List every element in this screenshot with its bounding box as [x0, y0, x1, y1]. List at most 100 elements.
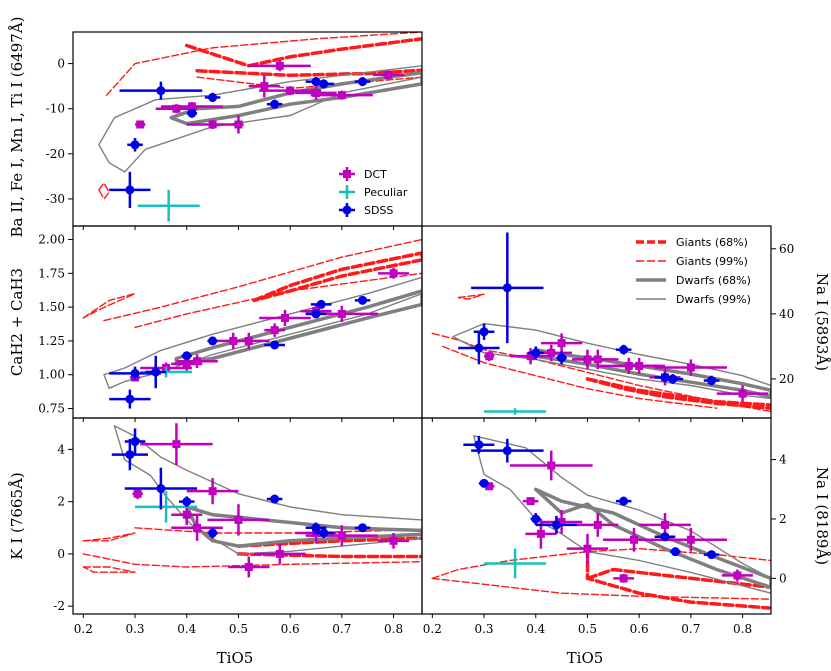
legend-label-giants-99: Giants (99%)	[676, 255, 748, 268]
data-point-sdss-ki-8	[354, 523, 371, 533]
contours-legend: Giants (68%) Giants (99%) Dwarfs (68%) D…	[636, 236, 751, 306]
data-point-sdss-ki-4	[207, 527, 218, 539]
data-point-sdss-ba_ti-7	[313, 79, 335, 89]
data-point-sdss-cah-4	[207, 336, 218, 346]
x-tick-label-ki-2: 0.4	[177, 622, 196, 636]
data-point-peculiar-na5893-0	[484, 408, 547, 415]
x-tick-label-na8189-4: 0.6	[630, 622, 649, 636]
x-tick-label-na8189-2: 0.4	[526, 622, 545, 636]
data-point-sdss-ba_ti-8	[354, 77, 371, 87]
y-tick-label-cah-4: 1.75	[38, 266, 65, 280]
axes-frame-na8189	[421, 417, 772, 615]
giants-contour-68-g68b	[585, 567, 771, 590]
data-point-dct-ki-0	[132, 488, 143, 500]
legend-item-sdss: SDSS	[339, 203, 393, 217]
y-axis-label-cah: CaH2 + CaH3	[8, 268, 26, 376]
data-point-sdss-na5893-8	[703, 375, 720, 386]
data-point-sdss-na5893-1	[473, 323, 495, 340]
data-point-dct-ba_ti-4	[233, 115, 244, 134]
panel-na5893: 20 40 60	[421, 225, 794, 422]
legend-item-giants-68: Giants (68%)	[636, 236, 748, 249]
y-tick-label-ki-0: -2	[53, 599, 65, 613]
data-point-dct-na8189-3	[509, 450, 593, 481]
panel-ki: -2 0 2 4 0.2 0.3 0.4 0.5 0.6 0.7 0.8	[53, 417, 423, 636]
x-tick-label-na8189-3: 0.5	[578, 622, 597, 636]
data-point-dct-na8189-5	[566, 533, 609, 564]
x-tick-label-ki-1: 0.3	[125, 622, 144, 636]
giants-contour-99-g99c	[134, 272, 422, 329]
data-point-dct-ki-4	[186, 478, 239, 505]
dwarfs-contour-68-d68	[533, 487, 771, 590]
data-point-dct-ki-9	[305, 525, 379, 547]
giants-contour-99-g99c	[457, 293, 485, 300]
data-point-sdss-na8189-5	[615, 496, 632, 506]
panel-layer: -30-20-1000.751.001.251.501.752.00204060…	[38, 31, 794, 636]
y-tick-label-cah-5: 2.00	[38, 233, 65, 247]
x-tick-label-na8189-6: 0.8	[733, 622, 752, 636]
data-point-sdss-na8189-1	[478, 478, 490, 488]
data-point-dct-na8189-6	[577, 513, 619, 537]
data-point-sdss-cah-7	[310, 299, 332, 309]
giants-contour-99-g99	[82, 292, 136, 319]
giants-contour-99-g99b	[82, 553, 422, 568]
legend-label-giants-68: Giants (68%)	[676, 236, 748, 249]
data-point-dct-ki-5	[207, 504, 270, 536]
plot-area-ki	[82, 423, 422, 578]
y-axis-label-na-8189: Na I (8189Å)	[813, 467, 831, 565]
y-tick-label-na8189-1: 2	[779, 512, 787, 526]
dwarfs-contour-68-d68	[169, 70, 422, 126]
y-tick-label-ba_ti-2: -10	[46, 102, 65, 116]
y-tick-label-ba_ti-3: 0	[57, 57, 65, 71]
x-axis-label-right: TiO5	[567, 649, 604, 667]
y-axis-label-ba-ti: Ba II, Fe I, Mn I, Ti I (6497Å)	[8, 16, 26, 237]
legend-label-peculiar: Peculiar	[364, 186, 408, 199]
legend-label-sdss: SDSS	[364, 204, 393, 217]
data-point-sdss-ki-1	[124, 428, 146, 455]
data-point-dct-na8189-1	[522, 497, 539, 506]
data-point-dct-ba_ti-9	[310, 90, 373, 100]
data-point-sdss-na8189-4	[535, 516, 578, 534]
panel-cah: 0.75 1.00 1.25 1.50 1.75 2.00	[38, 225, 423, 422]
data-point-sdss-ba_ti-3	[186, 108, 198, 118]
data-point-peculiar-ba_ti-0	[137, 189, 200, 222]
data-point-dct-ba_ti-6	[248, 60, 311, 72]
plot-area-ba_ti	[98, 32, 422, 222]
data-point-dct-na8189-8	[602, 527, 666, 552]
giants-contour-99-g99c	[82, 566, 136, 573]
data-point-sdss-na5893-4	[556, 351, 567, 365]
y-tick-label-ki-1: 0	[57, 547, 65, 561]
giants-contour-68-g68	[184, 37, 422, 68]
y-tick-label-cah-0: 0.75	[38, 402, 65, 416]
x-tick-label-ki-4: 0.6	[281, 622, 300, 636]
data-point-dct-ki-1	[140, 423, 213, 466]
y-tick-label-na8189-2: 4	[779, 453, 787, 467]
data-point-dct-na5893-9	[654, 359, 728, 376]
data-point-sdss-ki-3	[178, 496, 195, 507]
data-point-sdss-cah-8	[354, 295, 371, 305]
data-point-sdss-cah-3	[181, 351, 192, 361]
giants-contour-99-g99b	[103, 238, 422, 322]
data-point-dct-na5893-7	[613, 357, 666, 375]
data-point-dct-ba_ti-5	[248, 74, 280, 98]
y-tick-label-ba_ti-0: -30	[46, 192, 65, 206]
data-point-dct-ki-7	[253, 543, 306, 565]
y-tick-label-ki-3: 4	[57, 442, 65, 456]
data-point-dct-cah-6	[264, 323, 285, 337]
data-point-dct-na5893-10	[716, 385, 769, 402]
dwarfs-contour-99-d99	[98, 65, 422, 173]
y-tick-label-na8189-0: 0	[779, 571, 787, 585]
data-point-sdss-na8189-3	[530, 513, 541, 525]
data-point-sdss-ki-2	[124, 467, 198, 510]
data-point-sdss-na8189-2	[471, 438, 544, 463]
data-point-dct-na8189-2	[525, 518, 557, 549]
data-point-dct-ba_ti-8	[295, 86, 337, 100]
data-point-sdss-cah-6	[305, 309, 327, 319]
data-point-dct-ki-6	[228, 556, 270, 578]
panel-ba_ti: -30 -20 -10 0	[46, 31, 423, 230]
data-point-sdss-ba_ti-1	[127, 138, 143, 152]
dwarfs-contour-68-d68	[174, 289, 422, 366]
giants-contour-99-g99b	[431, 577, 771, 600]
data-point-dct-na8189-7	[613, 573, 634, 583]
points-legend: DCT Peculiar SDSS	[339, 167, 408, 217]
